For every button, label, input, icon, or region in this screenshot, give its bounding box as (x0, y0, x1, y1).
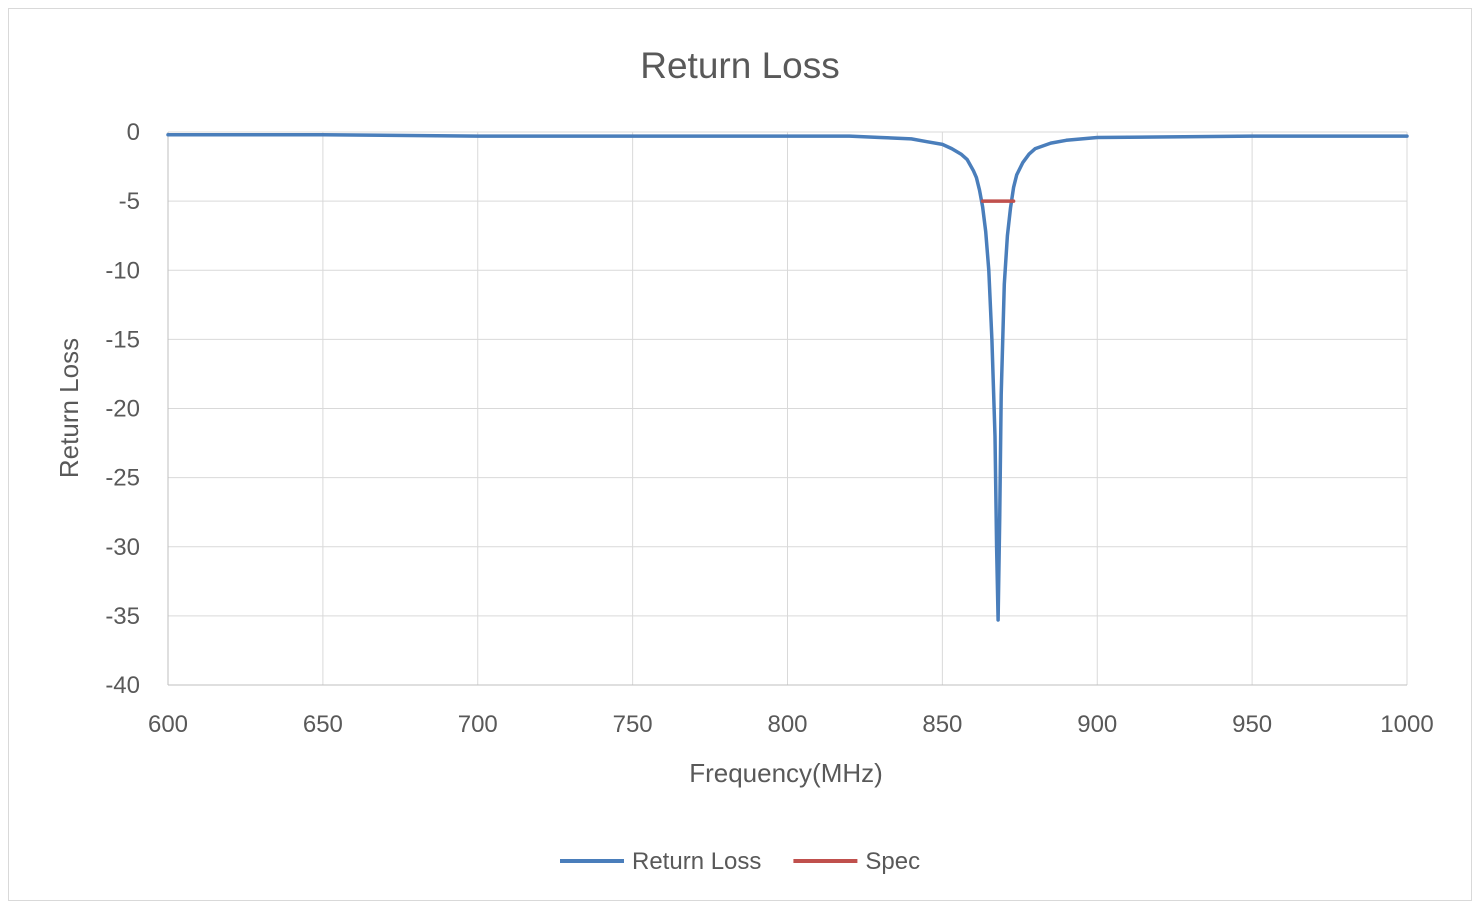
x-tick-label: 650 (303, 711, 343, 738)
x-tick-label: 750 (613, 711, 653, 738)
x-tick-label: 800 (767, 711, 807, 738)
y-tick-label: -15 (105, 326, 140, 353)
x-tick-labels: 600 650 700 750 800 850 900 950 1000 (148, 711, 1434, 738)
x-tick-label: 700 (458, 711, 498, 738)
y-tick-label: -5 (119, 188, 140, 215)
series-line-return-loss (166, 133, 1409, 622)
y-tick-label: -20 (105, 396, 140, 423)
x-tick-label: 900 (1077, 711, 1117, 738)
y-tick-label: -25 (105, 465, 140, 492)
y-tick-label: -10 (105, 257, 140, 284)
y-tick-label: -40 (105, 672, 140, 699)
legend-label-return-loss: Return Loss (632, 848, 761, 875)
y-axis-title: Return Loss (54, 338, 84, 478)
gridlines (168, 131, 1408, 685)
y-tick-label: 0 (127, 119, 140, 146)
legend-label-spec: Spec (865, 848, 920, 875)
y-tick-label: -30 (105, 534, 140, 561)
legend: Return Loss Spec (560, 848, 920, 875)
x-axis-title: Frequency(MHz) (689, 758, 883, 788)
y-tick-labels: 0 -5 -10 -15 -20 -25 -30 -35 -40 (105, 119, 140, 699)
x-tick-label: 600 (148, 711, 188, 738)
chart-frame (8, 8, 1472, 901)
axes (167, 132, 1407, 686)
x-tick-label: 1000 (1380, 711, 1433, 738)
chart-title: Return Loss (640, 45, 840, 86)
series-lines (166, 133, 1409, 622)
x-tick-label: 950 (1232, 711, 1272, 738)
y-tick-label: -35 (105, 603, 140, 630)
x-tick-label: 850 (922, 711, 962, 738)
